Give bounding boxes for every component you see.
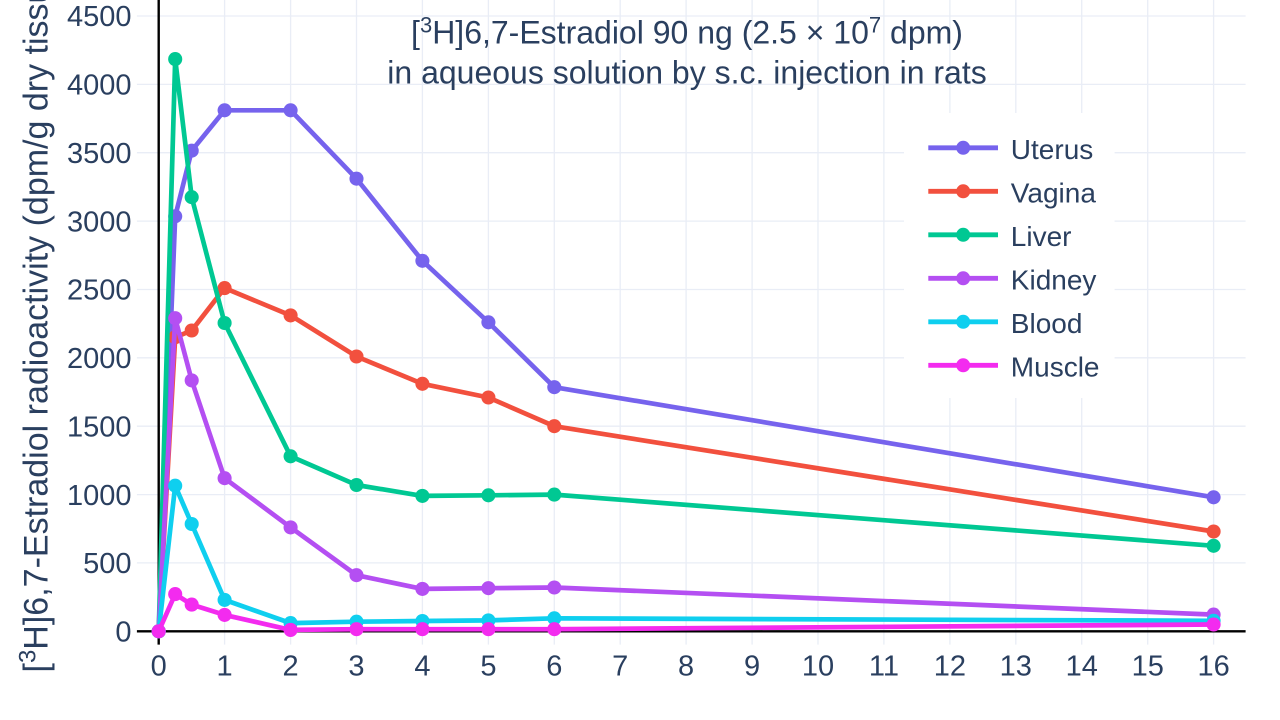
svg-text:14: 14 bbox=[1066, 651, 1098, 683]
svg-text:8: 8 bbox=[678, 651, 694, 683]
svg-text:0: 0 bbox=[151, 651, 167, 683]
svg-text:Blood: Blood bbox=[1011, 308, 1083, 339]
svg-text:5: 5 bbox=[480, 651, 496, 683]
svg-text:1: 1 bbox=[217, 651, 233, 683]
svg-text:Muscle: Muscle bbox=[1011, 352, 1100, 383]
svg-text:4500: 4500 bbox=[67, 1, 132, 33]
svg-text:[3H]6,7-Estradiol 90 ng (2.5 ×: [3H]6,7-Estradiol 90 ng (2.5 × 107 dpm) bbox=[411, 13, 963, 51]
svg-text:3000: 3000 bbox=[67, 206, 132, 238]
svg-text:4: 4 bbox=[414, 651, 430, 683]
svg-text:0: 0 bbox=[115, 617, 131, 649]
svg-text:Uterus: Uterus bbox=[1011, 134, 1093, 165]
svg-text:11: 11 bbox=[869, 651, 899, 683]
svg-text:4000: 4000 bbox=[67, 70, 132, 102]
svg-text:7: 7 bbox=[612, 651, 628, 683]
svg-text:2500: 2500 bbox=[67, 275, 132, 307]
svg-text:16: 16 bbox=[1197, 651, 1229, 683]
svg-text:6: 6 bbox=[546, 651, 562, 683]
svg-text:[3H]6,7-Estradiol radioactivit: [3H]6,7-Estradiol radioactivity (dpm/g d… bbox=[15, 0, 56, 673]
svg-text:9: 9 bbox=[744, 651, 760, 683]
svg-text:500: 500 bbox=[83, 548, 131, 580]
svg-text:3: 3 bbox=[348, 651, 364, 683]
svg-text:1000: 1000 bbox=[67, 480, 132, 512]
svg-text:in aqueous solution by s.c. in: in aqueous solution by s.c. injection in… bbox=[387, 54, 986, 90]
svg-text:3500: 3500 bbox=[67, 138, 132, 170]
svg-text:13: 13 bbox=[1000, 651, 1032, 683]
svg-text:10: 10 bbox=[802, 651, 834, 683]
svg-text:12: 12 bbox=[934, 651, 966, 683]
svg-text:2: 2 bbox=[283, 651, 299, 683]
svg-text:1500: 1500 bbox=[67, 411, 132, 443]
svg-text:Liver: Liver bbox=[1011, 221, 1072, 252]
svg-text:Vagina: Vagina bbox=[1011, 178, 1097, 209]
svg-text:Kidney: Kidney bbox=[1011, 265, 1097, 296]
svg-text:15: 15 bbox=[1132, 651, 1164, 683]
svg-text:2000: 2000 bbox=[67, 343, 132, 375]
